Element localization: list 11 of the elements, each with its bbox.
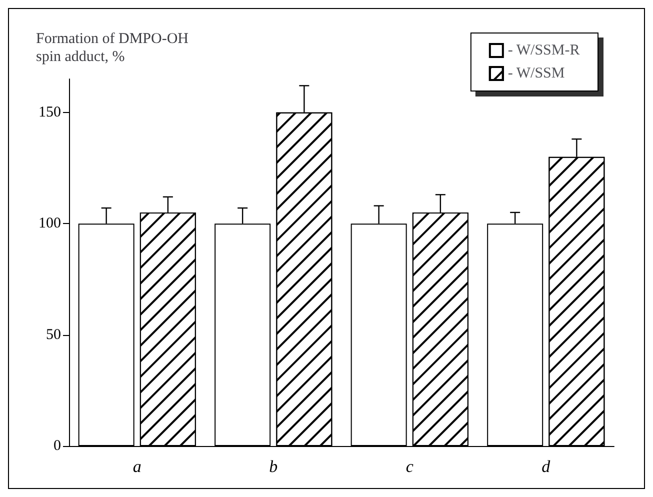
y-tick-label: 100 <box>38 216 61 232</box>
legend-label: - W/SSM-R <box>508 42 580 58</box>
y-axis-title: Formation of DMPO-OH spin adduct, % <box>36 31 189 65</box>
y-tick-label: 0 <box>54 438 61 454</box>
x-tick-label: b <box>269 457 278 476</box>
y-tick-label: 150 <box>38 104 61 120</box>
y-tick-label: 50 <box>46 326 61 343</box>
legend-label: - W/SSM <box>508 66 565 82</box>
x-tick-label: d <box>542 457 551 476</box>
x-tick-label: c <box>406 457 414 476</box>
x-tick-label: a <box>132 457 142 476</box>
